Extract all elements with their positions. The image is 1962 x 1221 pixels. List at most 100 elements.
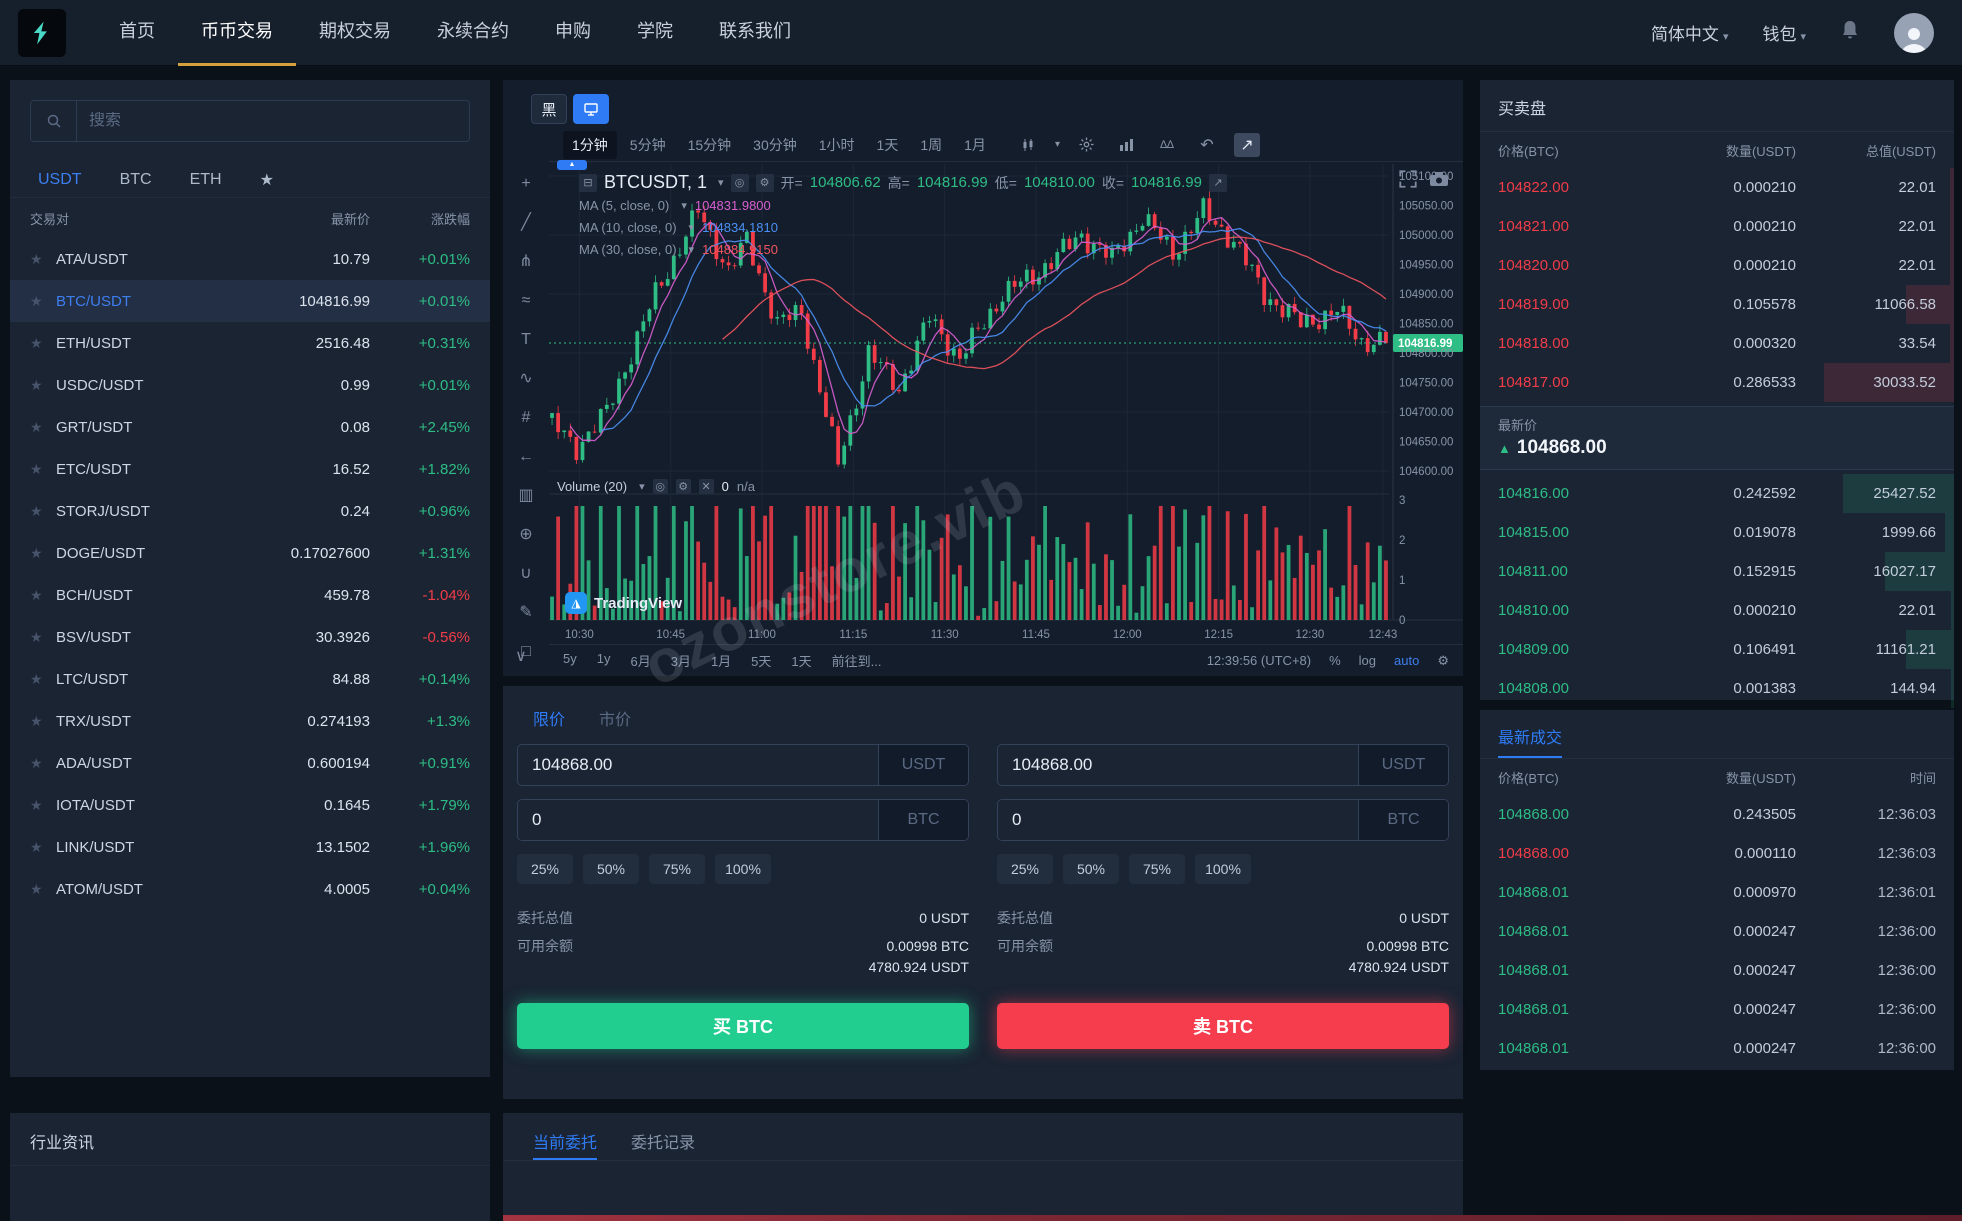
favorite-star-icon[interactable]: ★ <box>30 334 43 351</box>
favorite-star-icon[interactable]: ★ <box>30 754 43 771</box>
percent-button-100%[interactable]: 100% <box>1195 854 1251 884</box>
trade-row[interactable]: 104868.00 0.243505 12:36:03 <box>1480 795 1954 834</box>
pair-row[interactable]: ★ LINK/USDT 13.1502 +1.96% <box>10 826 490 868</box>
zoom-icon[interactable]: ⊕ <box>519 526 533 543</box>
crosshair-icon[interactable]: + <box>521 175 531 192</box>
axis-settings-gear-icon[interactable]: ⚙ <box>1437 652 1449 668</box>
orderbook-buy-row[interactable]: 104810.00 0.000210 22.01 <box>1480 591 1954 630</box>
range-6月[interactable]: 6月 <box>630 654 651 669</box>
site-logo[interactable] <box>18 8 66 57</box>
ma10-legend[interactable]: MA (10, close, 0) ▾ 104834.1810 <box>579 220 778 235</box>
nav-item-联系我们[interactable]: 联系我们 <box>719 20 791 41</box>
orderbook-buy-row[interactable]: 104811.00 0.152915 16027.17 <box>1480 552 1954 591</box>
favorite-star-icon[interactable]: ★ <box>30 586 43 603</box>
orderbook-sell-row[interactable]: 104817.00 0.286533 30033.52 <box>1480 363 1954 402</box>
layout-grid-icon[interactable]: ▥ <box>518 487 534 504</box>
quote-tab-★[interactable]: ★ <box>259 171 274 189</box>
gear-icon[interactable]: ⚙ <box>675 479 691 494</box>
percent-button-75%[interactable]: 75% <box>649 854 705 884</box>
trendline-icon[interactable]: ╱ <box>521 214 531 231</box>
gear-icon[interactable]: ⚙ <box>755 173 774 192</box>
pattern-icon[interactable]: ∿ <box>519 370 533 387</box>
favorite-star-icon[interactable]: ★ <box>30 838 43 855</box>
arrow-left-icon[interactable]: ← <box>518 448 534 465</box>
redo-share-icon[interactable]: ↗ <box>1233 132 1260 157</box>
log-scale-button[interactable]: log <box>1358 653 1377 668</box>
nav-item-申购[interactable]: 申购 <box>555 20 591 41</box>
quote-tab-USDT[interactable]: USDT <box>38 170 82 188</box>
orders-tab-委托记录[interactable]: 委托记录 <box>631 1135 696 1152</box>
percent-button-50%[interactable]: 50% <box>1063 854 1119 884</box>
percent-button-25%[interactable]: 25% <box>517 854 573 884</box>
camera-snapshot-icon[interactable] <box>1429 170 1449 193</box>
buy-amount-input[interactable] <box>518 800 878 840</box>
close-icon[interactable]: ✕ <box>698 479 714 494</box>
sell-amount-input[interactable] <box>998 800 1358 840</box>
text-tool-icon[interactable]: T <box>521 331 531 348</box>
sell-price-input[interactable] <box>998 745 1358 785</box>
trade-row[interactable]: 104868.01 0.000970 12:36:01 <box>1480 873 1954 912</box>
pair-row[interactable]: ★ USDC/USDT 0.99 +0.01% <box>10 364 490 406</box>
fullscreen-icon[interactable] <box>1399 170 1417 193</box>
pair-row[interactable]: ★ BTC/USDT 104816.99 +0.01% <box>10 280 490 322</box>
favorite-star-icon[interactable]: ★ <box>30 796 43 813</box>
user-avatar[interactable] <box>1894 12 1934 53</box>
eye-icon[interactable]: ◎ <box>652 479 668 494</box>
trade-row[interactable]: 104868.01 0.000247 12:36:00 <box>1480 912 1954 951</box>
order-type-tab-市价[interactable]: 市价 <box>599 712 632 729</box>
orderbook-sell-row[interactable]: 104819.00 0.105578 11066.58 <box>1480 285 1954 324</box>
percent-button-75%[interactable]: 75% <box>1129 854 1185 884</box>
favorite-star-icon[interactable]: ★ <box>30 880 43 897</box>
pair-row[interactable]: ★ LTC/USDT 84.88 +0.14% <box>10 658 490 700</box>
ma30-legend[interactable]: MA (30, close, 0) ▾ 104884.9150 <box>579 242 778 257</box>
orderbook-buy-row[interactable]: 104815.00 0.019078 1999.66 <box>1480 513 1954 552</box>
auto-scale-button[interactable]: auto <box>1394 653 1420 668</box>
favorite-star-icon[interactable]: ★ <box>30 460 43 477</box>
indicators-icon[interactable] <box>1114 133 1140 157</box>
notifications-bell-icon[interactable] <box>1840 19 1860 46</box>
range-1天[interactable]: 1天 <box>791 654 812 669</box>
quote-tab-BTC[interactable]: BTC <box>119 170 152 188</box>
symbol-label[interactable]: BTCUSDT, 1 <box>604 172 708 192</box>
buy-button[interactable]: 买 BTC <box>517 1002 969 1049</box>
expand-arrow-icon[interactable]: ↗ <box>1208 173 1227 192</box>
percent-scale-button[interactable]: % <box>1329 653 1341 668</box>
orderbook-buy-row[interactable]: 104816.00 0.242592 25427.52 <box>1480 474 1954 513</box>
pair-row[interactable]: ★ ADA/USDT 0.600194 +0.91% <box>10 742 490 784</box>
favorite-star-icon[interactable]: ★ <box>30 670 43 687</box>
undo-icon[interactable]: ↶ <box>1200 136 1214 154</box>
orderbook-sell-row[interactable]: 104821.00 0.000210 22.01 <box>1480 207 1954 246</box>
timeframe-1月[interactable]: 1月 <box>964 136 986 153</box>
timeframe-15分钟[interactable]: 15分钟 <box>687 136 732 153</box>
ma5-legend[interactable]: MA (5, close, 0) ▾ 104831.9800 <box>579 198 771 213</box>
brush-icon[interactable]: ≈ <box>521 292 531 309</box>
orderbook-sell-row[interactable]: 104820.00 0.000210 22.01 <box>1480 246 1954 285</box>
magnet-icon[interactable]: ∪ <box>520 565 532 582</box>
percent-button-25%[interactable]: 25% <box>997 854 1053 884</box>
pair-row[interactable]: ★ IOTA/USDT 0.1645 +1.79% <box>10 784 490 826</box>
chevron-down-icon[interactable]: ▾ <box>718 177 724 189</box>
favorite-star-icon[interactable]: ★ <box>30 376 43 393</box>
volume-legend[interactable]: Volume (20) ▾ ◎ ⚙ ✕ 0 n/a <box>557 479 755 494</box>
orderbook-sell-row[interactable]: 104822.00 0.000210 22.01 <box>1480 168 1954 207</box>
toolbar-expand-indicator[interactable]: ▲ <box>557 160 587 170</box>
pair-row[interactable]: ★ ATA/USDT 10.79 +0.01% <box>10 238 490 280</box>
pair-row[interactable]: ★ ATOM/USDT 4.0005 +0.04% <box>10 868 490 910</box>
recent-trades-title[interactable]: 最新成交 <box>1480 710 1954 759</box>
wallet-menu[interactable]: 钱包 ▾ <box>1762 20 1806 45</box>
chevron-down-icon[interactable]: ▾ <box>1054 139 1060 150</box>
orderbook-buy-row[interactable]: 104809.00 0.106491 11161.21 <box>1480 630 1954 669</box>
trade-row[interactable]: 104868.01 0.000247 12:36:00 <box>1480 951 1954 990</box>
tradingview-attribution[interactable]: ◮ TradingView <box>565 592 682 614</box>
range-1月[interactable]: 1月 <box>710 654 732 669</box>
favorite-star-icon[interactable]: ★ <box>30 418 43 435</box>
chart-clock[interactable]: 12:39:56 (UTC+8) <box>1206 653 1312 668</box>
range-5天[interactable]: 5天 <box>751 654 772 669</box>
tree-collapse-icon[interactable]: ⊟ <box>579 173 597 192</box>
forecast-icon[interactable]: # <box>521 409 531 426</box>
timeframe-1分钟[interactable]: 1分钟 <box>563 130 617 159</box>
favorite-star-icon[interactable]: ★ <box>30 712 43 729</box>
order-type-tab-限价[interactable]: 限价 <box>533 712 566 729</box>
theme-dark-button[interactable]: 黑 <box>531 94 567 124</box>
nav-item-永续合约[interactable]: 永续合约 <box>437 20 509 41</box>
